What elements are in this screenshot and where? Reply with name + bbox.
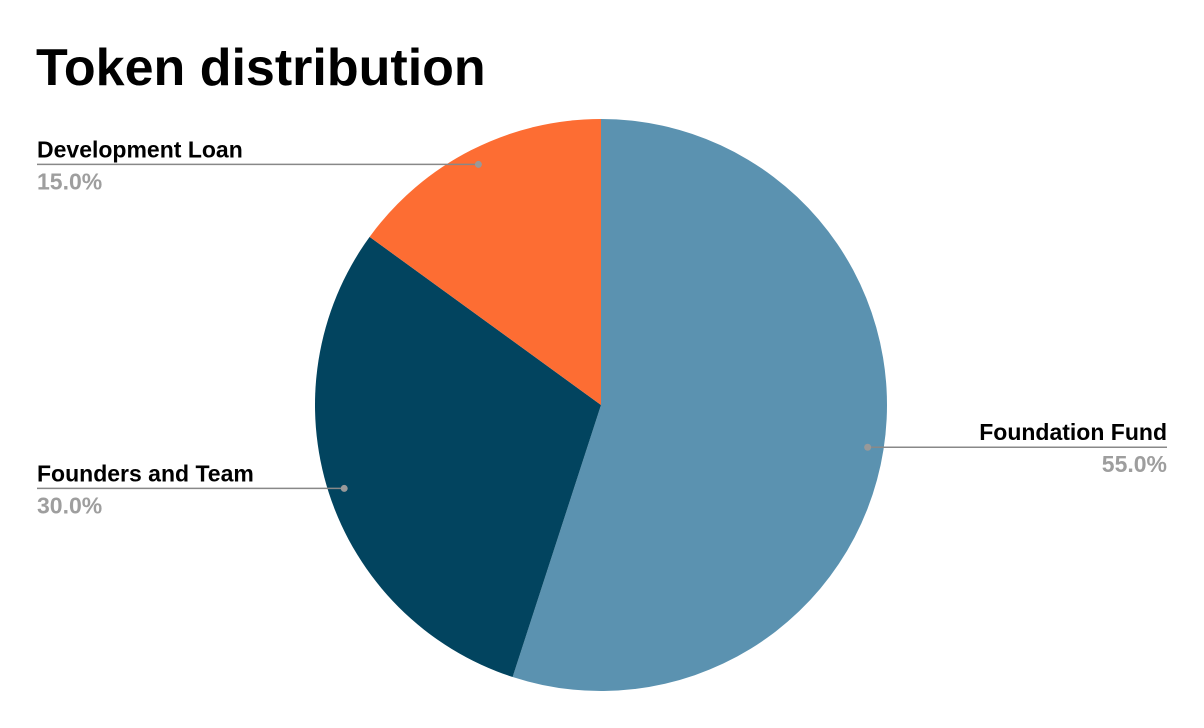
slice-value: 15.0%	[37, 168, 102, 194]
leader-dot	[474, 160, 482, 168]
pie-slice	[369, 118, 601, 405]
slice-value: 55.0%	[1102, 451, 1167, 477]
pie-slice	[512, 119, 888, 691]
slice-label: Development Loan	[37, 136, 243, 162]
slice-label: Founders and Team	[37, 460, 254, 486]
slice-label: Foundation Fund	[979, 419, 1167, 445]
leader-dot	[864, 443, 872, 451]
pie-slice	[315, 236, 601, 678]
leader-dot	[340, 484, 348, 492]
slice-value: 30.0%	[37, 492, 102, 518]
chart-title: Token distribution	[36, 39, 486, 97]
